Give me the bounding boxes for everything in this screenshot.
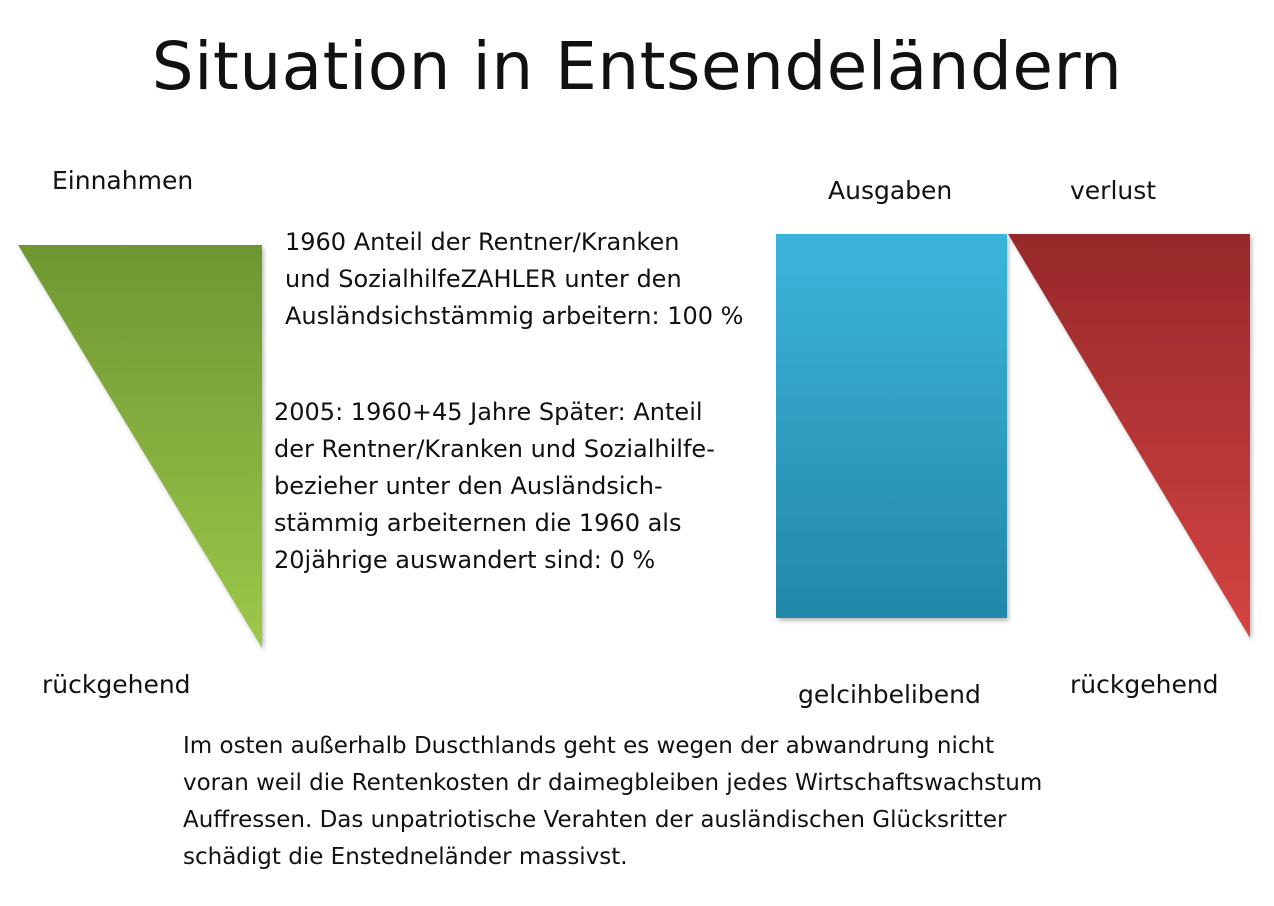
label-gleichbleibend: gelcihbelibend	[798, 680, 981, 709]
text-2005: 2005: 1960+45 Jahre Später: Anteil der R…	[274, 394, 715, 579]
text-2005-line: stämmig arbeiternen die 1960 als	[274, 509, 682, 537]
bottom-text-line: Auffressen. Das unpatriotische Verahten …	[183, 807, 1007, 833]
label-rueckgehend-left: rückgehend	[42, 670, 191, 699]
ausgaben-rectangle	[776, 234, 1007, 618]
bottom-text: Im osten außerhalb Duscthlands geht es w…	[183, 728, 1042, 876]
label-verlust: verlust	[1070, 176, 1157, 205]
text-2005-line: 2005: 1960+45 Jahre Später: Anteil	[274, 398, 703, 426]
text-1960: 1960 Anteil der Rentner/Kranken und Sozi…	[285, 224, 743, 335]
text-2005-line: bezieher unter den Ausländsich-	[274, 472, 663, 500]
label-ausgaben: Ausgaben	[828, 176, 953, 205]
bottom-text-line: schädigt die Enstedneländer massivst.	[183, 844, 628, 870]
page-title: Situation in Entsendeländern	[151, 28, 1123, 105]
bottom-text-line: Im osten außerhalb Duscthlands geht es w…	[183, 733, 995, 759]
text-2005-line: 20jährige auswandert sind: 0 %	[274, 546, 656, 574]
einnahmen-triangle	[18, 245, 262, 648]
text-2005-line: der Rentner/Kranken und Sozialhilfe-	[274, 435, 715, 463]
text-1960-line: und SozialhilfeZAHLER unter den	[285, 265, 682, 293]
verlust-triangle	[1008, 234, 1250, 638]
bottom-text-line: voran weil die Rentenkosten dr daimegble…	[183, 770, 1043, 796]
text-1960-line: Ausländsichstämmig arbeitern: 100 %	[285, 302, 744, 330]
label-einnahmen: Einnahmen	[52, 166, 194, 195]
label-rueckgehend-right: rückgehend	[1070, 670, 1219, 699]
text-1960-line: 1960 Anteil der Rentner/Kranken	[285, 228, 680, 256]
